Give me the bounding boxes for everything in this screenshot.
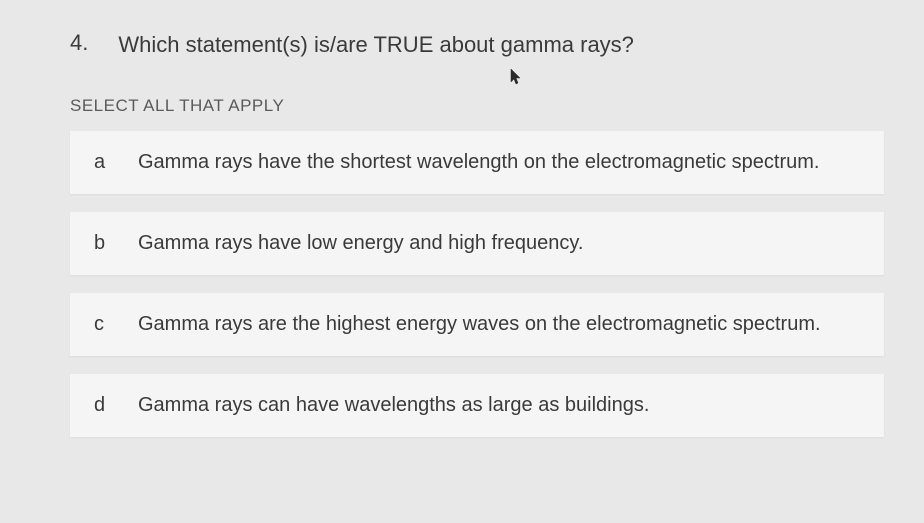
option-text: Gamma rays have the shortest wavelength … [138,149,819,176]
option-letter: a [94,151,112,174]
option-letter: d [94,394,112,417]
instruction-text: SELECT ALL THAT APPLY [40,96,884,116]
option-text: Gamma rays are the highest energy waves … [138,311,821,338]
option-c[interactable]: c Gamma rays are the highest energy wave… [70,293,884,356]
question-header: 4. Which statement(s) is/are TRUE about … [40,30,884,61]
option-letter: b [94,232,112,255]
option-text: Gamma rays can have wavelengths as large… [138,392,649,419]
option-b[interactable]: b Gamma rays have low energy and high fr… [70,212,884,275]
option-a[interactable]: a Gamma rays have the shortest wavelengt… [70,131,884,194]
question-text: Which statement(s) is/are TRUE about gam… [118,30,634,61]
option-letter: c [94,313,112,336]
cursor-icon [510,68,524,91]
options-container: a Gamma rays have the shortest wavelengt… [40,131,884,437]
question-number: 4. [70,30,88,56]
option-d[interactable]: d Gamma rays can have wavelengths as lar… [70,374,884,437]
option-text: Gamma rays have low energy and high freq… [138,230,583,257]
